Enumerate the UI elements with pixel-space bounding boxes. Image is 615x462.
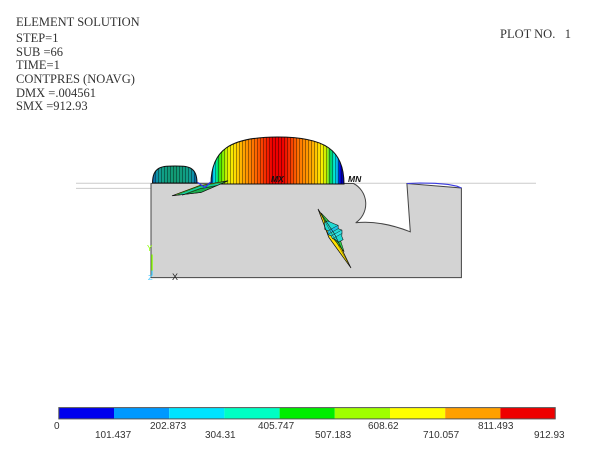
svg-text:X: X xyxy=(172,272,178,282)
svg-text:MX: MX xyxy=(271,174,285,184)
svg-text:MN: MN xyxy=(348,174,362,184)
svg-text:Z: Z xyxy=(148,273,153,282)
svg-text:Y: Y xyxy=(147,244,153,253)
